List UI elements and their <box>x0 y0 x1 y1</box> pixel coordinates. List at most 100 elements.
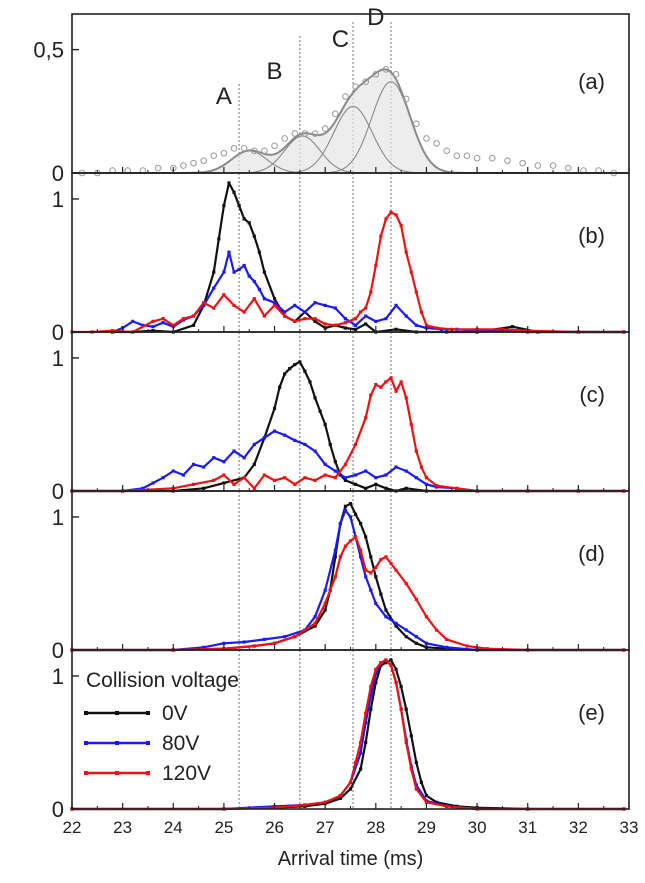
data-point-80V <box>343 476 348 480</box>
data-point-120V <box>409 270 413 274</box>
data-point-120V <box>369 571 373 575</box>
data-point-120V <box>338 794 342 798</box>
data-point-80V <box>369 694 373 698</box>
data-point-120V <box>272 303 277 307</box>
data-point-120V <box>232 303 236 307</box>
data-point-120V <box>409 422 413 427</box>
data-point-120V <box>202 301 206 305</box>
measured-point <box>564 164 572 172</box>
measured-point <box>200 157 207 164</box>
data-point-80V <box>369 588 373 592</box>
data-point-120V <box>419 465 423 469</box>
legend-marker-80V <box>146 741 150 745</box>
measured-point <box>261 147 268 155</box>
data-point-0V <box>272 297 277 301</box>
data-point-80V <box>161 321 165 325</box>
data-point-120V <box>242 476 246 480</box>
data-point-0V <box>394 667 398 671</box>
data-point-80V <box>384 615 388 619</box>
data-point-120V <box>338 555 342 559</box>
data-point-80V <box>348 515 353 519</box>
measured-point <box>271 142 278 150</box>
data-point-0V <box>252 234 256 238</box>
data-point-120V <box>374 263 378 268</box>
data-point-120V <box>445 637 449 641</box>
panel-e: 0 1 (e) <box>52 649 630 822</box>
data-point-80V <box>232 270 236 274</box>
data-point-80V <box>333 548 337 552</box>
data-point-120V <box>161 317 165 321</box>
panel-label-c: (c) <box>579 382 605 407</box>
measured-point <box>504 157 511 164</box>
panel-label-a: (a) <box>578 69 605 94</box>
data-point-120V <box>434 628 439 632</box>
series-line-80V <box>112 251 624 334</box>
data-point-0V <box>348 502 353 506</box>
data-point-0V <box>232 190 236 194</box>
data-point-120V <box>212 478 216 482</box>
data-point-80V <box>283 310 287 314</box>
measured-point <box>453 152 461 160</box>
x-tick-label: 30 <box>468 818 487 837</box>
data-point-80V <box>404 628 408 632</box>
data-point-120V <box>389 210 393 214</box>
data-point-120V <box>369 393 373 397</box>
data-point-0V <box>313 396 317 400</box>
data-point-80V <box>404 314 408 318</box>
peak-label-B: B <box>267 58 283 85</box>
data-point-80V <box>414 635 418 639</box>
data-point-80V <box>191 462 196 466</box>
data-point-120V <box>359 740 363 745</box>
data-point-0V <box>359 767 363 771</box>
data-point-120V <box>353 535 358 539</box>
x-tick-label: 32 <box>569 818 588 837</box>
data-point-0V <box>328 442 332 447</box>
data-point-0V <box>404 635 408 639</box>
data-point-80V <box>414 323 418 327</box>
data-point-120V <box>222 293 226 297</box>
measured-point <box>392 70 400 78</box>
data-point-120V <box>424 615 429 619</box>
data-point-80V <box>247 274 251 278</box>
measured-point <box>281 135 288 142</box>
data-point-0V <box>399 685 403 689</box>
measured-point <box>342 93 349 100</box>
data-point-80V <box>374 476 378 480</box>
data-point-80V <box>283 635 287 639</box>
data-point-80V <box>262 297 267 301</box>
data-point-120V <box>404 581 408 586</box>
data-point-0V <box>222 204 226 208</box>
data-point-80V <box>323 462 327 466</box>
data-point-0V <box>404 486 408 490</box>
data-point-120V <box>353 317 358 321</box>
measured-point <box>362 78 369 85</box>
measured-point <box>423 135 430 142</box>
data-point-80V <box>445 645 449 649</box>
measured-point <box>488 154 496 162</box>
data-point-80V <box>414 476 418 480</box>
data-point-120V <box>455 486 459 490</box>
data-point-120V <box>404 250 408 254</box>
data-point-0V <box>242 217 246 221</box>
data-point-80V <box>323 303 327 307</box>
data-point-80V <box>227 250 231 254</box>
data-point-0V <box>333 555 337 559</box>
data-point-80V <box>384 473 388 477</box>
panel-label-e: (e) <box>578 700 605 725</box>
data-point-80V <box>222 641 226 645</box>
legend-marker-120V <box>84 771 88 775</box>
measured-point <box>154 164 162 172</box>
data-point-120V <box>379 234 383 238</box>
data-point-120V <box>414 449 418 453</box>
panel-b: 0 1 (b) <box>52 172 630 345</box>
data-point-80V <box>303 442 307 447</box>
legend-label-80V: 80V <box>162 732 199 755</box>
data-point-80V <box>313 301 317 305</box>
panel-d: 0 1 (d) <box>52 490 630 663</box>
data-point-0V <box>374 681 378 685</box>
data-point-0V <box>389 658 393 662</box>
series-line-120V <box>72 535 624 652</box>
data-point-0V <box>510 325 515 329</box>
data-point-80V <box>384 317 388 321</box>
data-point-120V <box>333 575 337 579</box>
